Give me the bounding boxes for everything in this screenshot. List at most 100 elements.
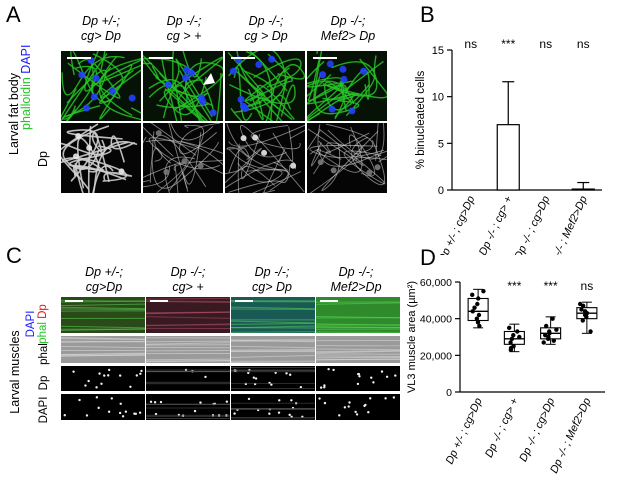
panel-d-point bbox=[475, 320, 481, 325]
panel-a-dp-label: Dp bbox=[36, 151, 50, 167]
panel-d-point bbox=[554, 327, 559, 332]
panel-d-y-tick-label: 0 bbox=[446, 387, 452, 399]
fat-body-dp-image bbox=[225, 123, 305, 193]
panel-c-col-header-1: Dp +/-; cg>Dp bbox=[85, 265, 123, 294]
fat-body-phalloidin-dapi-image bbox=[143, 51, 223, 121]
panel-b-y-tick-label: 5 bbox=[438, 138, 444, 150]
panel-d-point bbox=[476, 312, 482, 318]
panel-c-col-header-2: Dp -/-; cg> + bbox=[170, 265, 206, 294]
dapi-label: DAPI bbox=[19, 44, 33, 74]
panel-d-point bbox=[543, 332, 548, 338]
fat-body-dp-image bbox=[307, 123, 387, 193]
panel-d-y-tick-label: 20,000 bbox=[420, 350, 452, 362]
panel-d-point bbox=[508, 340, 513, 345]
panel-d-point bbox=[507, 325, 512, 331]
panel-d-point bbox=[582, 312, 588, 318]
phalloidin-label: phalloidin bbox=[19, 77, 33, 130]
panel-a-letter: A bbox=[6, 2, 21, 27]
panel-b-chart: 0 5 10 15 % binucleated cells ns Dp +/- ; cg>D… bbox=[415, 37, 602, 255]
fat-body-phalloidin-dapi-image bbox=[225, 51, 305, 121]
panel-a-col-header-4: Dp -/-; Mef2> Dp bbox=[320, 14, 376, 43]
muscle-phal-image bbox=[61, 336, 145, 363]
panel-d-point bbox=[475, 301, 480, 307]
panel-b-significance: ns bbox=[539, 37, 552, 51]
panel-b-y-label: % binucleated cells bbox=[415, 71, 427, 170]
panel-b-significance: ns bbox=[464, 37, 477, 51]
panel-d-point bbox=[474, 316, 480, 321]
panel-d-point bbox=[577, 301, 583, 307]
panel-b-y-tick-label: 0 bbox=[438, 185, 444, 197]
panel-c-row-label-dapi: DAPI bbox=[38, 396, 50, 424]
panel-d-significance: *** bbox=[544, 279, 558, 293]
dp-label-c: Dp bbox=[37, 304, 49, 319]
panel-d-point bbox=[511, 332, 516, 338]
muscle-dapi-image bbox=[316, 394, 400, 420]
panel-d-point bbox=[588, 329, 593, 334]
panel-c-letter: C bbox=[6, 243, 22, 268]
fat-body-phalloidin-dapi-image bbox=[61, 51, 141, 121]
dapi-label-c: DAPI bbox=[25, 310, 37, 338]
panel-d-point bbox=[515, 329, 520, 334]
muscle-dapi-image bbox=[231, 394, 315, 420]
panel-d-point bbox=[580, 318, 585, 323]
muscle-dp-image bbox=[316, 366, 400, 391]
panel-d-x-tick-label: Dp -/- ; cg> + bbox=[483, 396, 521, 460]
panel-d-point bbox=[509, 336, 515, 342]
panel-a-stain-label: phalloidin DAPI bbox=[19, 45, 33, 131]
panel-d-x-tick-label: Dp +/- ; cg>Dp bbox=[444, 396, 485, 466]
panel-c-side-label: Larval muscles bbox=[8, 330, 22, 414]
fat-body-dp-image bbox=[61, 123, 141, 193]
panel-d-x-tick-label: Dp -/- ; Mef2>Dp bbox=[548, 396, 593, 475]
panel-d-point bbox=[579, 307, 584, 312]
muscle-merge-image bbox=[61, 297, 145, 333]
panel-b-significance: ns bbox=[577, 37, 590, 51]
panel-d-y-label: VL3 muscle area (µm²) bbox=[406, 281, 418, 393]
muscle-phal-image bbox=[231, 336, 315, 363]
muscle-dapi-image bbox=[146, 394, 230, 420]
muscle-dp-image bbox=[231, 366, 315, 391]
panel-d-point bbox=[582, 309, 588, 314]
panel-b-y-tick-label: 15 bbox=[432, 45, 444, 57]
panel-b-significance: *** bbox=[501, 37, 515, 51]
panel-d-point bbox=[550, 316, 555, 321]
muscle-dapi-image bbox=[61, 394, 145, 420]
panel-d-significance: ns bbox=[581, 279, 594, 293]
panel-b-bar bbox=[496, 124, 520, 191]
panel-d-y-tick-label: 40,000 bbox=[420, 314, 452, 326]
panel-d-point bbox=[470, 292, 475, 298]
panel-d-point bbox=[543, 323, 549, 329]
panel-a-col-header-2: Dp -/-; cg > + bbox=[166, 14, 202, 43]
panel-b-x-tick-label: Dp +/- ; cg>Dp bbox=[436, 194, 477, 255]
muscle-phal-image bbox=[316, 336, 400, 363]
panel-d-y-tick-label: 60,000 bbox=[420, 277, 452, 289]
fat-body-phalloidin-dapi-image bbox=[307, 51, 387, 121]
panel-a-col-header-3: Dp -/-; cg > Dp bbox=[244, 14, 288, 43]
panel-b-y-tick-label: 10 bbox=[432, 92, 444, 104]
panel-d-point bbox=[476, 296, 481, 301]
muscle-dp-image bbox=[146, 366, 230, 391]
panel-b-x-tick-label: Dp -/- ; cg> + bbox=[477, 194, 515, 255]
panel-d-point bbox=[472, 305, 477, 310]
panel-d-point bbox=[481, 288, 486, 294]
panel-b-letter: B bbox=[420, 2, 435, 27]
panel-d-point bbox=[551, 338, 557, 343]
panel-d-point bbox=[517, 334, 522, 340]
panel-d-point bbox=[508, 345, 514, 351]
panel-b-x-tick-label: Dp -/- ; cg>Dp bbox=[513, 194, 553, 255]
panel-c-col-header-4: Dp -/-; Mef2>Dp bbox=[330, 265, 382, 294]
panel-d-point bbox=[470, 309, 475, 314]
fat-body-dp-image bbox=[143, 123, 223, 193]
muscle-merge-image bbox=[231, 297, 315, 333]
muscle-dp-image bbox=[61, 366, 145, 391]
panel-d-point bbox=[547, 329, 552, 334]
panel-d-x-tick-label: Dp -/- ; cg>Dp bbox=[517, 396, 557, 463]
muscle-merge-image bbox=[146, 297, 230, 333]
panel-d-significance: *** bbox=[507, 279, 521, 293]
panel-d-point bbox=[477, 323, 482, 329]
panel-b-bar bbox=[571, 188, 595, 191]
muscle-merge-image bbox=[316, 297, 400, 333]
muscle-phal-image bbox=[146, 336, 230, 363]
panel-d-point bbox=[541, 340, 546, 345]
panel-b-x-tick-label: Dp -/- ; Mef2>Dp bbox=[545, 194, 590, 255]
